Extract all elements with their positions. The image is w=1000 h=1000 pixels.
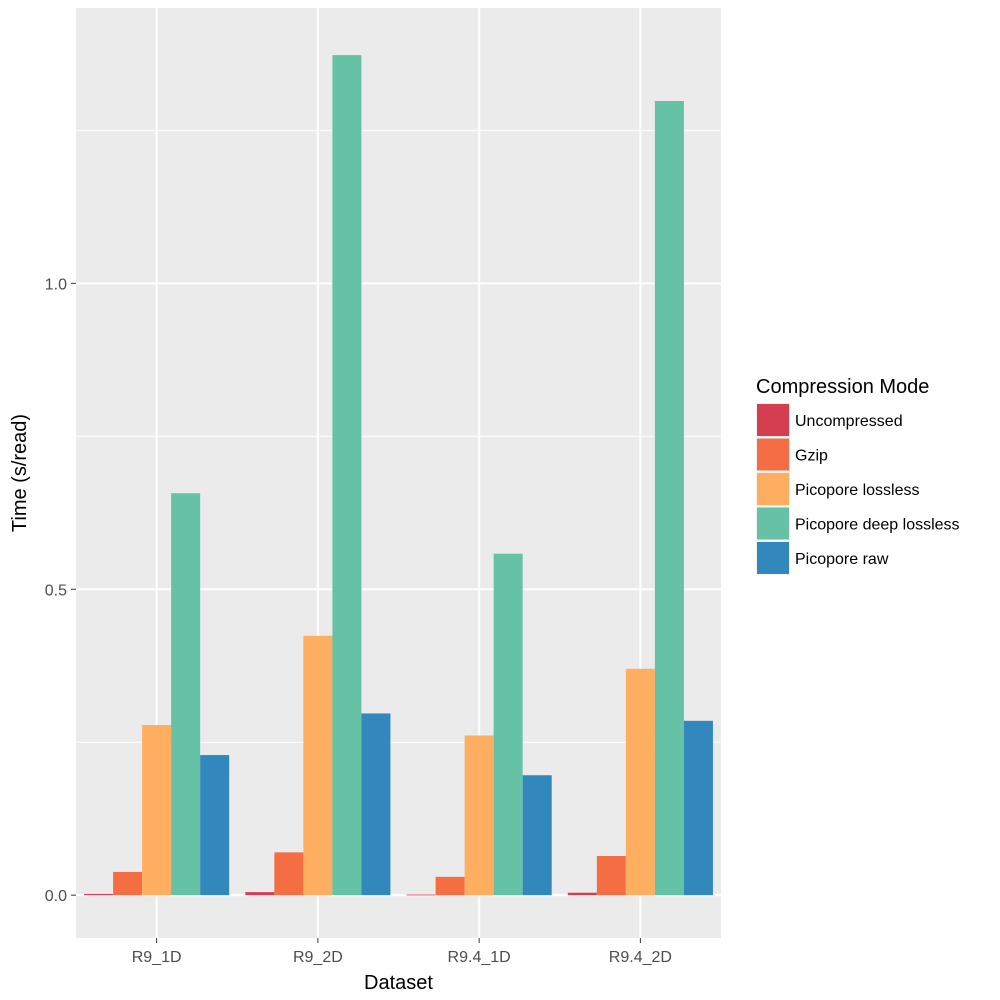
bar-gzip-r9-4-1d	[435, 876, 465, 896]
legend-swatch-picopore-raw	[757, 542, 789, 574]
bar-picopore-raw-r9-4-1d	[522, 775, 552, 896]
x-tick-label: R9_1D	[132, 949, 182, 966]
bar-gzip-r9-1d	[113, 871, 143, 896]
legend-label-uncompressed: Uncompressed	[795, 413, 903, 430]
bar-picopore-lossless-r9-4-1d	[464, 735, 494, 896]
x-tick-label: R9.4_2D	[609, 949, 672, 966]
bar-picopore-deep-lossless-r9-1d	[171, 493, 201, 896]
axes: 0.0 0.5 1.0 R9_1D R9_2D R9.4_1D R9.4_2D	[45, 276, 672, 966]
legend-swatch-uncompressed	[757, 404, 789, 436]
bar-uncompressed-r9-1d	[84, 893, 114, 896]
legend-label-picopore-deep-lossless: Picopore deep lossless	[795, 517, 960, 534]
bar-picopore-raw-r9-4-2d	[683, 720, 713, 896]
legend-swatch-gzip	[757, 438, 789, 471]
legend-label-picopore-raw: Picopore raw	[795, 551, 889, 568]
bar-picopore-deep-lossless-r9-4-2d	[654, 101, 684, 896]
y-tick-label: 0.0	[45, 888, 67, 905]
bar-gzip-r9-4-2d	[596, 856, 626, 896]
bar-picopore-lossless-r9-4-2d	[625, 668, 655, 896]
bar-picopore-raw-r9-2d	[361, 713, 391, 896]
legend-swatch-picopore-lossless	[757, 473, 789, 505]
bar-uncompressed-r9-2d	[245, 892, 275, 896]
legend-label-picopore-lossless: Picopore lossless	[795, 482, 920, 499]
x-tick-label: R9_2D	[293, 949, 343, 966]
bar-gzip-r9-2d	[274, 852, 304, 896]
x-tick-label: R9.4_1D	[448, 949, 511, 966]
bar-picopore-deep-lossless-r9-4-1d	[493, 553, 523, 896]
y-axis-title: Time (s/read)	[9, 414, 31, 532]
y-tick-label: 0.5	[45, 582, 67, 599]
legend-title: Compression Mode	[756, 376, 929, 398]
bar-picopore-deep-lossless-r9-2d	[332, 55, 362, 896]
y-tick-label: 1.0	[45, 276, 67, 293]
bar-uncompressed-r9-4-2d	[567, 892, 597, 896]
bars	[84, 55, 713, 896]
bar-uncompressed-r9-4-1d	[406, 894, 436, 896]
legend-label-gzip: Gzip	[795, 448, 828, 465]
bar-picopore-raw-r9-1d	[200, 755, 230, 896]
bar-picopore-lossless-r9-2d	[303, 635, 333, 896]
legend: Compression Mode Uncompressed Gzip Picopor…	[756, 376, 960, 575]
bar-picopore-lossless-r9-1d	[142, 725, 172, 896]
legend-swatch-picopore-deep-lossless	[757, 507, 789, 540]
x-axis-title: Dataset	[364, 972, 433, 994]
